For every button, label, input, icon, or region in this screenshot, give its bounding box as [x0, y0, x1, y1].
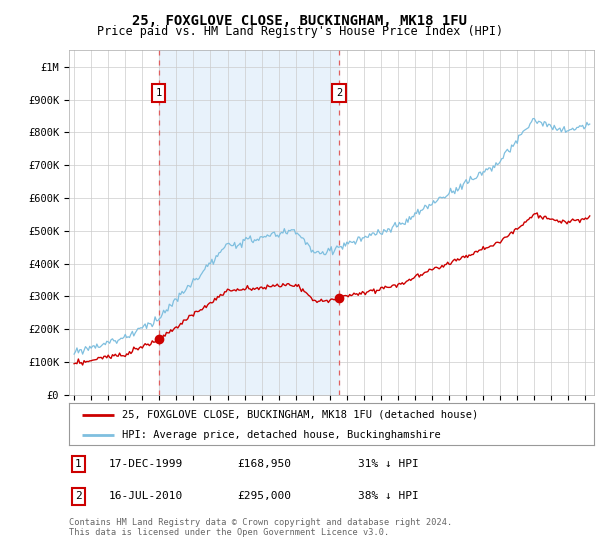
Text: 17-DEC-1999: 17-DEC-1999 [109, 459, 182, 469]
Text: HPI: Average price, detached house, Buckinghamshire: HPI: Average price, detached house, Buck… [121, 430, 440, 440]
Text: Contains HM Land Registry data © Crown copyright and database right 2024.
This d: Contains HM Land Registry data © Crown c… [69, 518, 452, 538]
Text: 25, FOXGLOVE CLOSE, BUCKINGHAM, MK18 1FU: 25, FOXGLOVE CLOSE, BUCKINGHAM, MK18 1FU [133, 14, 467, 28]
Text: Price paid vs. HM Land Registry's House Price Index (HPI): Price paid vs. HM Land Registry's House … [97, 25, 503, 38]
Text: 2: 2 [75, 491, 82, 501]
Text: £295,000: £295,000 [237, 491, 291, 501]
Text: 2: 2 [336, 88, 342, 98]
Text: 1: 1 [155, 88, 162, 98]
Text: 31% ↓ HPI: 31% ↓ HPI [358, 459, 419, 469]
Text: 38% ↓ HPI: 38% ↓ HPI [358, 491, 419, 501]
Text: 16-JUL-2010: 16-JUL-2010 [109, 491, 182, 501]
Text: 25, FOXGLOVE CLOSE, BUCKINGHAM, MK18 1FU (detached house): 25, FOXGLOVE CLOSE, BUCKINGHAM, MK18 1FU… [121, 410, 478, 420]
Bar [158, 50, 339, 395]
Text: 1: 1 [75, 459, 82, 469]
Text: £168,950: £168,950 [237, 459, 291, 469]
